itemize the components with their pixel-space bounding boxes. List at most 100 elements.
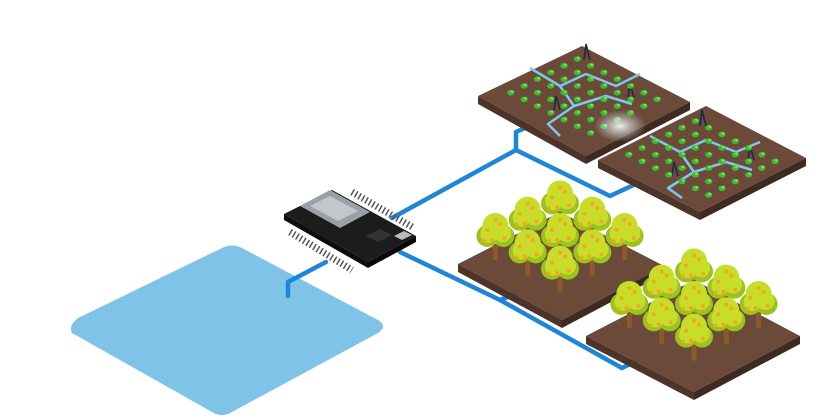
fruit-tree-icon — [541, 180, 579, 228]
plant-icon — [705, 138, 713, 144]
plant-icon — [665, 145, 673, 151]
plant-icon — [691, 131, 699, 138]
plant-icon — [533, 103, 542, 109]
fruit-tree-icon — [675, 281, 713, 328]
plant-icon — [626, 96, 635, 103]
fruit-tree-icon — [508, 229, 547, 277]
plant-icon — [547, 96, 555, 103]
plant-icon — [573, 69, 581, 76]
plant-icon — [560, 89, 568, 96]
pipe-field-b-branch — [513, 147, 643, 199]
plant-icon — [600, 96, 608, 103]
plant-icon — [626, 83, 635, 89]
plant-icon — [547, 69, 555, 76]
plant-icon — [705, 124, 713, 131]
vegetable-plot-icon — [598, 106, 806, 220]
fruit-tree-icon — [476, 213, 515, 260]
plant-icon — [665, 158, 673, 165]
fruit-tree-icon — [642, 264, 681, 312]
plant-icon — [678, 178, 686, 185]
fruit-tree-icon — [675, 313, 713, 361]
plant-icon — [744, 158, 753, 165]
plant-icon — [547, 83, 555, 89]
plant-icon — [587, 116, 595, 123]
fruit-tree-icon — [675, 248, 713, 296]
plant-icon — [600, 69, 608, 76]
plant-icon — [705, 178, 713, 185]
plant-icon — [640, 103, 648, 109]
plant-icon — [651, 165, 660, 171]
plant-icon — [560, 62, 568, 69]
plant-icon — [613, 76, 621, 82]
fruit-tree-icon — [605, 213, 644, 260]
plant-icon — [638, 158, 646, 165]
plant-icon — [587, 103, 595, 109]
plant-icon — [744, 145, 753, 151]
plant-icon — [665, 172, 673, 178]
plant-icon — [665, 131, 673, 138]
plant-icon — [731, 165, 739, 171]
plant-icon — [573, 56, 581, 62]
water-reservoir-icon — [70, 245, 383, 415]
plant-icon — [533, 76, 542, 82]
plant-icon — [573, 83, 581, 89]
irrigation-channels — [529, 66, 641, 137]
plant-icon — [560, 103, 568, 109]
plant-icon — [691, 118, 699, 124]
plant-icon — [520, 83, 528, 89]
plant-icon — [705, 165, 713, 171]
plant-icon — [640, 89, 648, 96]
fruit-tree-icon — [707, 297, 746, 345]
plant-icon — [587, 89, 595, 96]
plant-icon — [520, 96, 528, 103]
plant-icon — [587, 76, 595, 82]
microcontroller-board-icon — [284, 188, 416, 273]
plant-icon — [613, 103, 621, 109]
plant-icon — [691, 172, 699, 178]
plant-icon — [613, 89, 621, 96]
plant-icon — [758, 151, 766, 158]
fruit-tree-icon — [541, 245, 579, 293]
plant-icon — [718, 158, 726, 165]
plant-icon — [678, 138, 686, 144]
plant-icon — [560, 116, 568, 123]
plant-icon — [653, 96, 661, 103]
fruit-tree-icon — [610, 281, 649, 328]
sprinkler-spray — [594, 110, 646, 142]
fruit-tree-icon — [573, 196, 612, 244]
plant-icon — [691, 185, 699, 192]
plant-icon — [731, 178, 739, 185]
plant-icon — [718, 145, 726, 151]
plant-icon — [587, 62, 595, 69]
plant-icon — [638, 145, 646, 151]
plant-icon — [731, 151, 739, 158]
plant-icon — [587, 130, 595, 136]
plant-icon — [573, 123, 581, 130]
plant-icon — [507, 89, 515, 96]
plant-icon — [705, 192, 713, 198]
fruit-tree-icon — [739, 281, 778, 328]
plant-icon — [651, 138, 660, 144]
plant-icon — [678, 151, 686, 158]
plant-icon — [758, 165, 766, 171]
plant-icon — [744, 172, 753, 178]
plant-icon — [573, 110, 581, 116]
plant-icon — [678, 124, 686, 131]
plant-icon — [718, 185, 726, 192]
fruit-orchard-icon — [458, 180, 664, 328]
plant-icon — [600, 83, 608, 89]
fruit-tree-icon — [573, 229, 612, 277]
plant-icon — [771, 158, 779, 165]
plant-icon — [573, 96, 581, 103]
plant-icon — [691, 145, 699, 151]
plant-icon — [731, 138, 739, 144]
plant-icon — [718, 172, 726, 178]
plant-icon — [678, 165, 686, 171]
plant-icon — [560, 76, 568, 82]
fruit-orchard-icon — [586, 248, 800, 400]
plant-icon — [705, 151, 713, 158]
plant-icon — [547, 110, 555, 116]
plant-icon — [651, 151, 660, 158]
fruit-tree-icon — [642, 297, 681, 345]
